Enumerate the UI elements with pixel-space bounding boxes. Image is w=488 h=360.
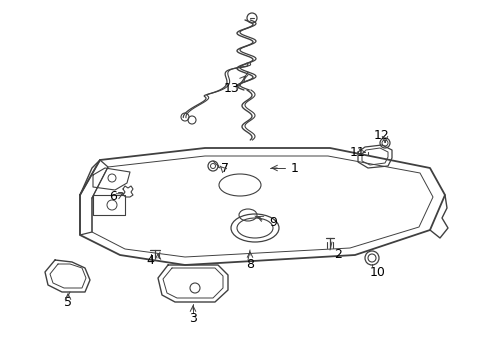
Text: 7: 7 <box>221 162 228 175</box>
Text: 6: 6 <box>109 189 117 202</box>
Text: 1: 1 <box>290 162 298 175</box>
Text: 12: 12 <box>373 129 389 141</box>
Text: 3: 3 <box>189 311 197 324</box>
Text: 11: 11 <box>349 145 365 158</box>
Text: 10: 10 <box>369 266 385 279</box>
Text: 8: 8 <box>245 258 253 271</box>
Text: 13: 13 <box>224 81 240 95</box>
Text: 9: 9 <box>268 216 276 229</box>
Text: 2: 2 <box>333 248 341 261</box>
Text: 4: 4 <box>146 253 154 266</box>
Text: 5: 5 <box>64 297 72 310</box>
